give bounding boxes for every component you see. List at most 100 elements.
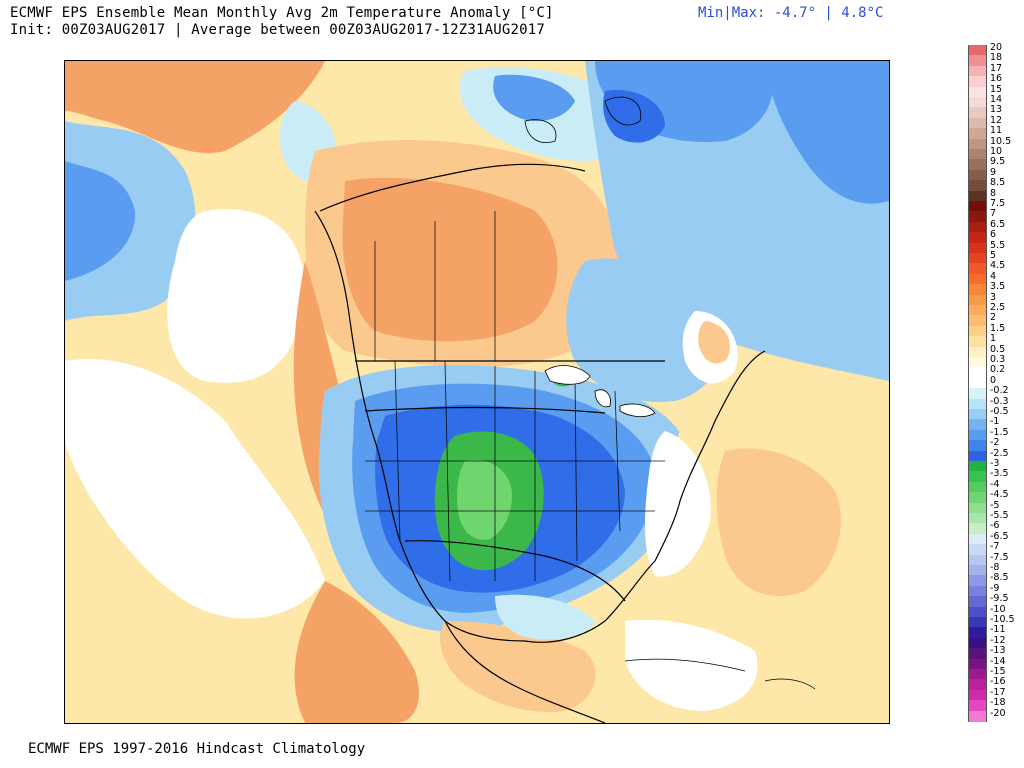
legend-label: -0.2 [990,385,1009,397]
legend-entry: -17 [968,686,1020,701]
map-title: ECMWF EPS Ensemble Mean Monthly Avg 2m T… [10,5,554,21]
legend-entry: 11 [968,125,1020,140]
legend-swatch [968,128,987,140]
legend-entry: -10 [968,603,1020,618]
legend-label: 13 [990,104,1003,116]
legend-label: -10 [990,603,1006,615]
legend-swatch [968,201,987,212]
legend-swatch [968,159,987,171]
legend-swatch [968,190,987,202]
min-max-readout: Min|Max: -4.7° | 4.8°C [698,5,884,21]
legend-swatch [968,429,987,441]
legend-swatch [968,377,987,389]
legend-swatch [968,648,987,660]
legend-swatch [968,336,987,348]
legend-label: -8.5 [990,572,1009,584]
legend-swatch [968,409,987,420]
legend-swatch [968,523,987,535]
legend-label: -1 [990,416,1000,428]
legend-label: 6 [990,229,997,241]
legend-label: 5.5 [990,239,1006,251]
legend-label: -3.5 [990,468,1009,480]
legend-swatch [968,502,987,514]
legend-label: -11 [990,624,1006,636]
legend-swatch [968,367,987,379]
legend-label: 1 [990,333,997,345]
legend-entry: 8.5 [968,177,1020,192]
legend-swatch [968,679,987,691]
legend-entry: 5.5 [968,239,1020,254]
legend-entry: 12 [968,114,1020,129]
legend-entry: -4.5 [968,489,1020,504]
legend-entry: 4 [968,271,1020,285]
legend-label: -10.5 [990,614,1015,625]
legend-entry: 8 [968,187,1020,202]
legend-label: -14 [990,655,1006,667]
legend-entry: 10.5 [968,136,1020,150]
legend-label: -2.5 [990,447,1009,459]
legend-label: -5.5 [990,510,1009,521]
legend-swatch [968,596,987,608]
legend-swatch [968,492,987,504]
legend-entry: 0.2 [968,364,1020,379]
color-scale-legend: 20 18 17 16 15 14 13 12 11 10.5 10 9.5 9 8.5 8 7.5 7 6.5 6… [968,42,1020,722]
legend-label: -4 [990,478,1000,490]
legend-swatch [968,419,987,431]
legend-label: -3 [990,458,1000,469]
legend-entry: 7 [968,208,1020,223]
legend-label: 17 [990,62,1003,74]
legend-label: 3.5 [990,281,1006,293]
legend-swatch [968,65,987,77]
legend-entry: -2.5 [968,447,1020,462]
legend-label: 8 [990,187,997,199]
legend-label: 5 [990,250,997,261]
legend-label: 16 [990,73,1003,85]
legend-label: 0.5 [990,343,1006,355]
legend-swatch [968,45,987,56]
legend-entry: -12 [968,634,1020,649]
legend-label: 2 [990,312,997,324]
legend-label: -15 [990,666,1006,677]
legend-label: 8.5 [990,177,1006,189]
legend-swatch [968,627,987,639]
legend-swatch [968,263,987,275]
legend-entry: 17 [968,62,1020,77]
legend-label: 6.5 [990,218,1006,230]
legend-label: 11 [990,125,1003,137]
legend-label: -5 [990,499,1000,511]
legend-swatch [968,273,987,285]
legend-label: -7 [990,541,1000,553]
legend-label: 12 [990,114,1003,126]
legend-label: -2 [990,437,1000,449]
legend-label: -1.5 [990,426,1009,438]
legend-entry: 14 [968,94,1020,108]
legend-swatch [968,637,987,649]
legend-label: -12 [990,634,1006,646]
legend-swatch [968,346,987,358]
legend-swatch [968,242,987,254]
legend-swatch [968,700,987,712]
legend-entry: 1 [968,333,1020,348]
legend-swatch [968,710,987,722]
legend-label: 3 [990,291,997,303]
legend-swatch [968,388,987,400]
legend-swatch [968,398,987,410]
legend-label: -20 [990,707,1006,719]
anomaly-map [64,60,890,724]
legend-entry: 6.5 [968,218,1020,233]
legend-label: 0.3 [990,354,1006,365]
legend-entry: 16 [968,73,1020,88]
legend-entry: -6 [968,520,1020,535]
legend-label: -7.5 [990,551,1009,563]
legend-swatch [968,253,987,264]
legend-entry: -15 [968,666,1020,680]
legend-label: -13 [990,645,1006,657]
legend-swatch [968,471,987,483]
legend-label: -6 [990,520,1000,532]
init-time-line: Init: 00Z03AUG2017 | Average between 00Z… [10,22,545,38]
legend-swatch [968,169,987,181]
legend-entry: 6 [968,229,1020,244]
legend-entry: 9 [968,167,1020,181]
legend-entry: 2.5 [968,302,1020,316]
legend-label: -17 [990,686,1006,698]
